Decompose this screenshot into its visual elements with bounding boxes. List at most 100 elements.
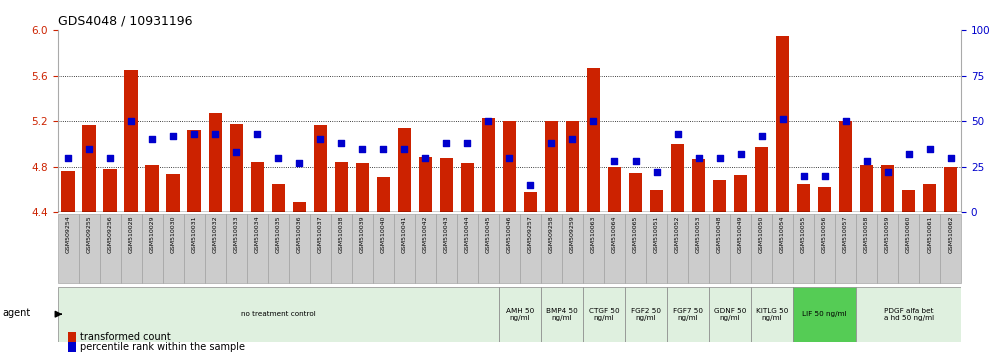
Bar — [100, 214, 121, 283]
Text: GSM510065: GSM510065 — [633, 216, 638, 253]
Bar — [880, 165, 894, 212]
Text: GDNF 50
ng/ml: GDNF 50 ng/ml — [714, 308, 746, 321]
Bar — [835, 214, 857, 283]
Bar — [793, 287, 857, 342]
Point — [838, 118, 854, 124]
Text: agent: agent — [2, 308, 30, 318]
Bar — [226, 214, 247, 283]
Point — [186, 131, 202, 137]
Point — [796, 173, 812, 179]
Text: GSM510033: GSM510033 — [234, 216, 239, 253]
Text: GSM510031: GSM510031 — [192, 216, 197, 253]
Point — [165, 133, 181, 139]
Bar — [562, 214, 583, 283]
Text: GSM509258: GSM509258 — [549, 216, 554, 253]
Bar — [162, 214, 184, 283]
Bar — [436, 214, 457, 283]
Bar — [418, 156, 432, 212]
Text: BMP4 50
ng/ml: BMP4 50 ng/ml — [546, 308, 578, 321]
Bar — [818, 187, 832, 212]
Bar — [331, 214, 352, 283]
Text: GSM510050: GSM510050 — [759, 216, 764, 253]
Point — [144, 137, 160, 142]
Text: GSM509256: GSM509256 — [108, 216, 113, 253]
Bar — [524, 192, 537, 212]
Bar — [839, 121, 853, 212]
Point — [775, 116, 791, 122]
Point — [355, 146, 371, 152]
Bar — [376, 177, 390, 212]
Bar — [352, 214, 373, 283]
Bar — [79, 214, 100, 283]
Text: GSM510058: GSM510058 — [865, 216, 870, 253]
Bar — [797, 184, 811, 212]
Point — [417, 155, 433, 161]
Point — [607, 159, 622, 164]
Bar — [499, 214, 520, 283]
Text: GSM510057: GSM510057 — [843, 216, 848, 253]
Bar — [541, 214, 562, 283]
Text: GSM510041: GSM510041 — [402, 216, 407, 253]
Bar — [251, 162, 264, 212]
Bar — [520, 214, 541, 283]
Bar — [247, 214, 268, 283]
Bar — [310, 214, 331, 283]
Bar — [691, 159, 705, 212]
Bar — [566, 121, 580, 212]
Text: GSM510037: GSM510037 — [318, 216, 323, 253]
Text: LIF 50 ng/ml: LIF 50 ng/ml — [802, 311, 847, 317]
Bar — [877, 214, 898, 283]
Bar — [124, 70, 138, 212]
Point — [207, 131, 223, 137]
Point — [334, 140, 350, 146]
Text: GSM510036: GSM510036 — [297, 216, 302, 253]
Point — [859, 159, 874, 164]
Bar — [545, 121, 559, 212]
Point — [627, 159, 643, 164]
Bar — [184, 214, 205, 283]
Bar — [439, 158, 453, 212]
Text: GSM510061: GSM510061 — [927, 216, 932, 253]
Point — [61, 155, 77, 161]
Point — [942, 155, 958, 161]
Point — [900, 151, 916, 157]
Text: GSM509257: GSM509257 — [528, 216, 533, 253]
Bar — [625, 287, 667, 342]
Bar — [628, 172, 642, 212]
Bar — [667, 214, 688, 283]
Text: GSM509254: GSM509254 — [66, 216, 71, 253]
Bar — [860, 165, 873, 212]
Bar — [583, 214, 604, 283]
Bar — [62, 171, 75, 212]
Text: FGF7 50
ng/ml: FGF7 50 ng/ml — [673, 308, 703, 321]
Text: GSM510035: GSM510035 — [276, 216, 281, 253]
Bar — [503, 121, 516, 212]
Point — [82, 146, 98, 152]
Bar — [709, 214, 730, 283]
Bar — [919, 214, 940, 283]
Text: GSM510032: GSM510032 — [213, 216, 218, 253]
Text: GSM510054: GSM510054 — [780, 216, 785, 253]
Point — [292, 160, 308, 166]
Bar — [772, 214, 793, 283]
Text: GSM510059: GSM510059 — [885, 216, 890, 253]
Point — [690, 155, 706, 161]
Point — [879, 170, 895, 175]
Bar — [187, 130, 201, 212]
Text: FGF2 50
ng/ml: FGF2 50 ng/ml — [631, 308, 661, 321]
Bar — [478, 214, 499, 283]
Bar — [58, 214, 79, 283]
Text: GSM510056: GSM510056 — [822, 216, 827, 253]
Text: GSM510051: GSM510051 — [654, 216, 659, 253]
Bar — [713, 181, 726, 212]
Point — [586, 118, 602, 124]
Bar — [688, 214, 709, 283]
Text: GSM510042: GSM510042 — [423, 216, 428, 253]
Text: GSM510028: GSM510028 — [128, 216, 133, 253]
Text: GSM510034: GSM510034 — [255, 216, 260, 253]
Point — [565, 137, 581, 142]
Bar — [898, 214, 919, 283]
Text: GSM510060: GSM510060 — [906, 216, 911, 253]
Bar — [121, 214, 141, 283]
Text: GSM510055: GSM510055 — [801, 216, 806, 253]
